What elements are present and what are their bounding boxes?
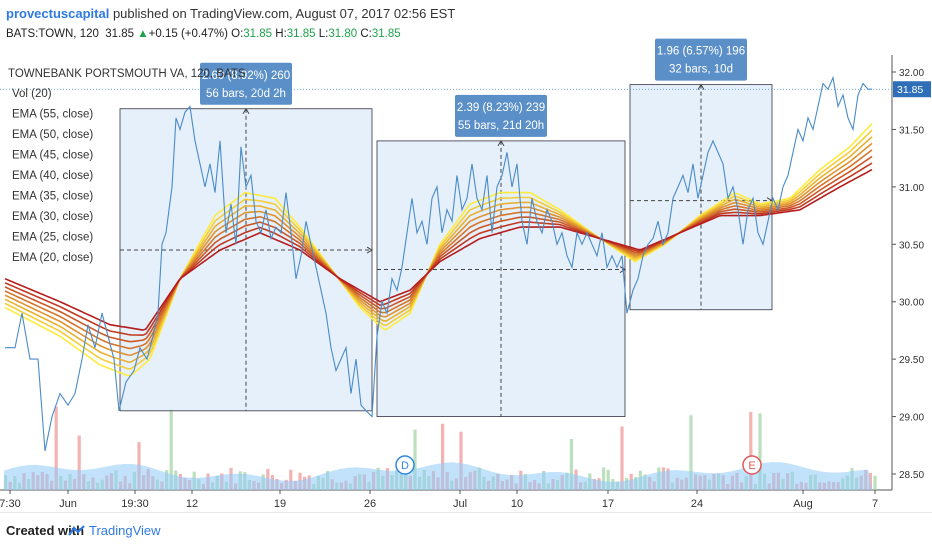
legend-item: EMA (25, close) (12, 232, 93, 244)
volume-bar (873, 475, 877, 490)
measure-arrow-icon (619, 266, 626, 273)
up-arrow-icon: ▲ (137, 28, 149, 40)
price-chart[interactable]: 28.50 29.00 29.50 30.00 30.50 31.00 31.50 32.00… (0, 0, 932, 512)
legend-item: EMA (40, close) (12, 170, 93, 182)
tradingview-logo-icon (68, 525, 85, 536)
high-label: H: (275, 28, 287, 40)
volume-bar (749, 411, 753, 490)
x-tick-label: 10 (511, 498, 523, 510)
volume-bar (602, 467, 606, 490)
event-label: D (401, 460, 409, 472)
x-tick-label: Jun (59, 498, 77, 510)
publish-header: provectuscapital published on TradingVie… (6, 6, 455, 21)
volume-bar (289, 469, 293, 490)
y-tick-label: 30.50 (899, 240, 924, 251)
x-tick-label: 19 (274, 498, 286, 510)
x-tick-label: 7:30 (0, 498, 21, 510)
published-text: published on TradingView.com, August 07,… (112, 6, 456, 21)
ema-line-40 (4, 149, 873, 350)
y-tick-label: 31.00 (899, 183, 924, 194)
volume-bar (441, 423, 445, 490)
legend-item: EMA (50, close) (12, 129, 93, 141)
measure-callout-line1: 2.39 (8.23%) 239 (457, 102, 545, 114)
ema-ribbon (4, 123, 873, 377)
chart-title: TOWNEBANK PORTSMOUTH VA, 120, BATS (8, 68, 246, 80)
volume-bar (758, 413, 762, 490)
last-price-text: 31.85 (105, 28, 135, 40)
last-price-label: 31.85 (897, 84, 923, 96)
created-with-text: Created with (6, 523, 85, 538)
measure-callout (200, 62, 292, 105)
measure-callout (455, 94, 547, 137)
event-label: E (748, 460, 755, 472)
x-tick-label: 17 (602, 498, 614, 510)
legend-item: EMA (55, close) (12, 109, 93, 121)
measure-callout-line2: 32 bars, 10d (669, 64, 733, 76)
last-price-badge (893, 81, 931, 98)
volume-bar (569, 438, 573, 490)
volume-bar (689, 415, 693, 490)
measure-arrow-icon (697, 83, 705, 90)
dividend-marker-icon (395, 455, 415, 475)
measure-callout (655, 38, 747, 81)
measure-callout-line2: 56 bars, 20d 2h (206, 88, 286, 100)
price-line (5, 75, 872, 452)
volume-bar (459, 431, 463, 490)
volume-ma-area (4, 462, 872, 490)
ema-line-35 (4, 142, 873, 357)
volume-bar (606, 469, 610, 490)
ema-line-45 (4, 155, 873, 343)
symbol-header: BATS:TOWN, 120 31.85 ▲+0.15 (+0.47%) O:3… (6, 28, 401, 40)
ema-line-25 (4, 129, 873, 370)
x-tick-label: 24 (691, 498, 703, 510)
x-tick-label: 26 (364, 498, 376, 510)
tradingview-link[interactable]: TradingView (89, 523, 161, 538)
volume-bar (620, 426, 624, 490)
measure-callout-line1: 1.96 (6.57%) 196 (657, 46, 745, 58)
x-tick-label: 19:30 (121, 498, 149, 510)
ema-line-50 (4, 162, 873, 336)
legend-item: EMA (20, close) (12, 252, 93, 264)
y-tick-label: 29.50 (899, 355, 924, 366)
volume-bar (868, 472, 872, 490)
change-text: +0.15 (+0.47%) (148, 28, 228, 40)
legend-item: EMA (35, close) (12, 191, 93, 203)
symbol-label: BATS:TOWN, 120 (6, 28, 99, 40)
y-tick-label: 29.00 (899, 413, 924, 424)
ema-line-55 (4, 168, 873, 331)
low-label: L: (318, 28, 329, 40)
measure-callout-line1: 2.60 (8.92%) 260 (202, 70, 290, 82)
y-tick-label: 31.50 (899, 125, 924, 136)
open-value: 31.85 (243, 28, 273, 40)
volume-bar (169, 409, 173, 490)
x-tick-label: 12 (186, 498, 198, 510)
x-tick-label: Aug (793, 498, 813, 510)
measure-callout-line2: 55 bars, 21d 20h (458, 120, 544, 132)
open-label: O: (231, 28, 244, 40)
legend-item: Vol (20) (12, 88, 52, 100)
low-value: 31.80 (328, 28, 358, 40)
measure-arrow-icon (497, 139, 505, 147)
measure-arrow-icon (366, 246, 373, 254)
earnings-marker-icon (742, 455, 762, 475)
volume-bar (54, 406, 58, 490)
measure-arrow-icon (242, 107, 250, 115)
volume-bar (413, 429, 417, 490)
footer: Created with TradingView (0, 512, 932, 551)
legend-item: EMA (30, close) (12, 211, 93, 223)
close-label: C: (360, 28, 372, 40)
volume-bar (77, 435, 81, 490)
y-tick-label: 30.00 (899, 298, 924, 309)
x-tick-label: 7 (872, 498, 878, 510)
y-tick-label: 32.00 (899, 68, 924, 79)
close-value: 31.85 (371, 28, 401, 40)
high-value: 31.85 (286, 28, 316, 40)
legend-item: EMA (45, close) (12, 150, 93, 162)
author-link[interactable]: provectuscapital (6, 6, 110, 21)
x-tick-label: Jul (453, 498, 467, 510)
y-tick-label: 28.50 (899, 470, 924, 481)
